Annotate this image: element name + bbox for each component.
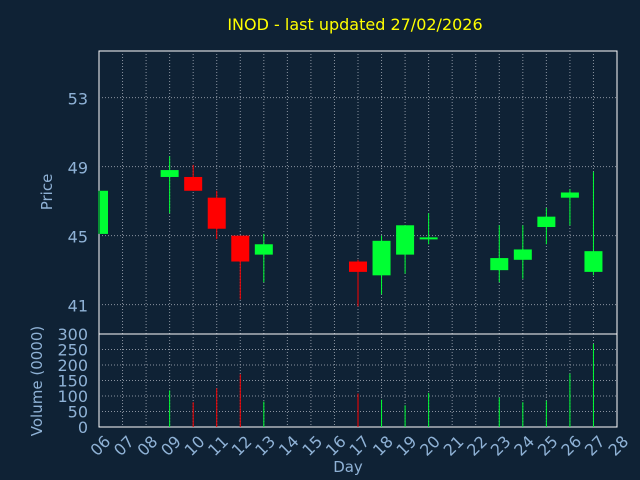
candle-body: [207, 197, 226, 229]
candle-body: [372, 240, 391, 276]
candle-body: [584, 251, 603, 272]
candle-body: [490, 258, 509, 271]
price-tick-label: 45: [68, 228, 88, 247]
candle-body: [560, 192, 579, 198]
chart-title: INOD - last updated 27/02/2026: [227, 15, 482, 34]
price-tick-label: 53: [68, 90, 88, 109]
candle-body: [537, 216, 556, 228]
price-tick-label: 49: [68, 159, 88, 178]
volume-axis-label: Volume (0000): [28, 326, 46, 436]
volume-tick-label: 100: [57, 387, 88, 406]
candle-body: [231, 235, 250, 262]
volume-tick-label: 250: [57, 341, 88, 360]
candle-body: [419, 237, 438, 240]
candle-body: [184, 176, 203, 191]
price-tick-label: 41: [68, 297, 88, 316]
volume-tick-label: 0: [78, 418, 88, 437]
candle-body: [160, 170, 179, 177]
price-axis-label: Price: [38, 174, 56, 211]
candle-body: [513, 249, 532, 260]
candle-body: [100, 190, 108, 234]
price-panel: 41 45 49 53: [68, 50, 618, 335]
candle-body: [396, 225, 415, 255]
candle-body: [349, 261, 367, 272]
volume-tick-label: 200: [57, 356, 88, 375]
volume-tick-label: 150: [57, 372, 88, 391]
candle-body: [254, 244, 273, 255]
x-axis-label: Day: [333, 458, 363, 476]
volume-tick-label: 300: [57, 325, 88, 344]
x-axis-ticks: 0607080910111213141516171819202122232425…: [86, 432, 632, 460]
volume-tick-label: 50: [68, 403, 88, 422]
